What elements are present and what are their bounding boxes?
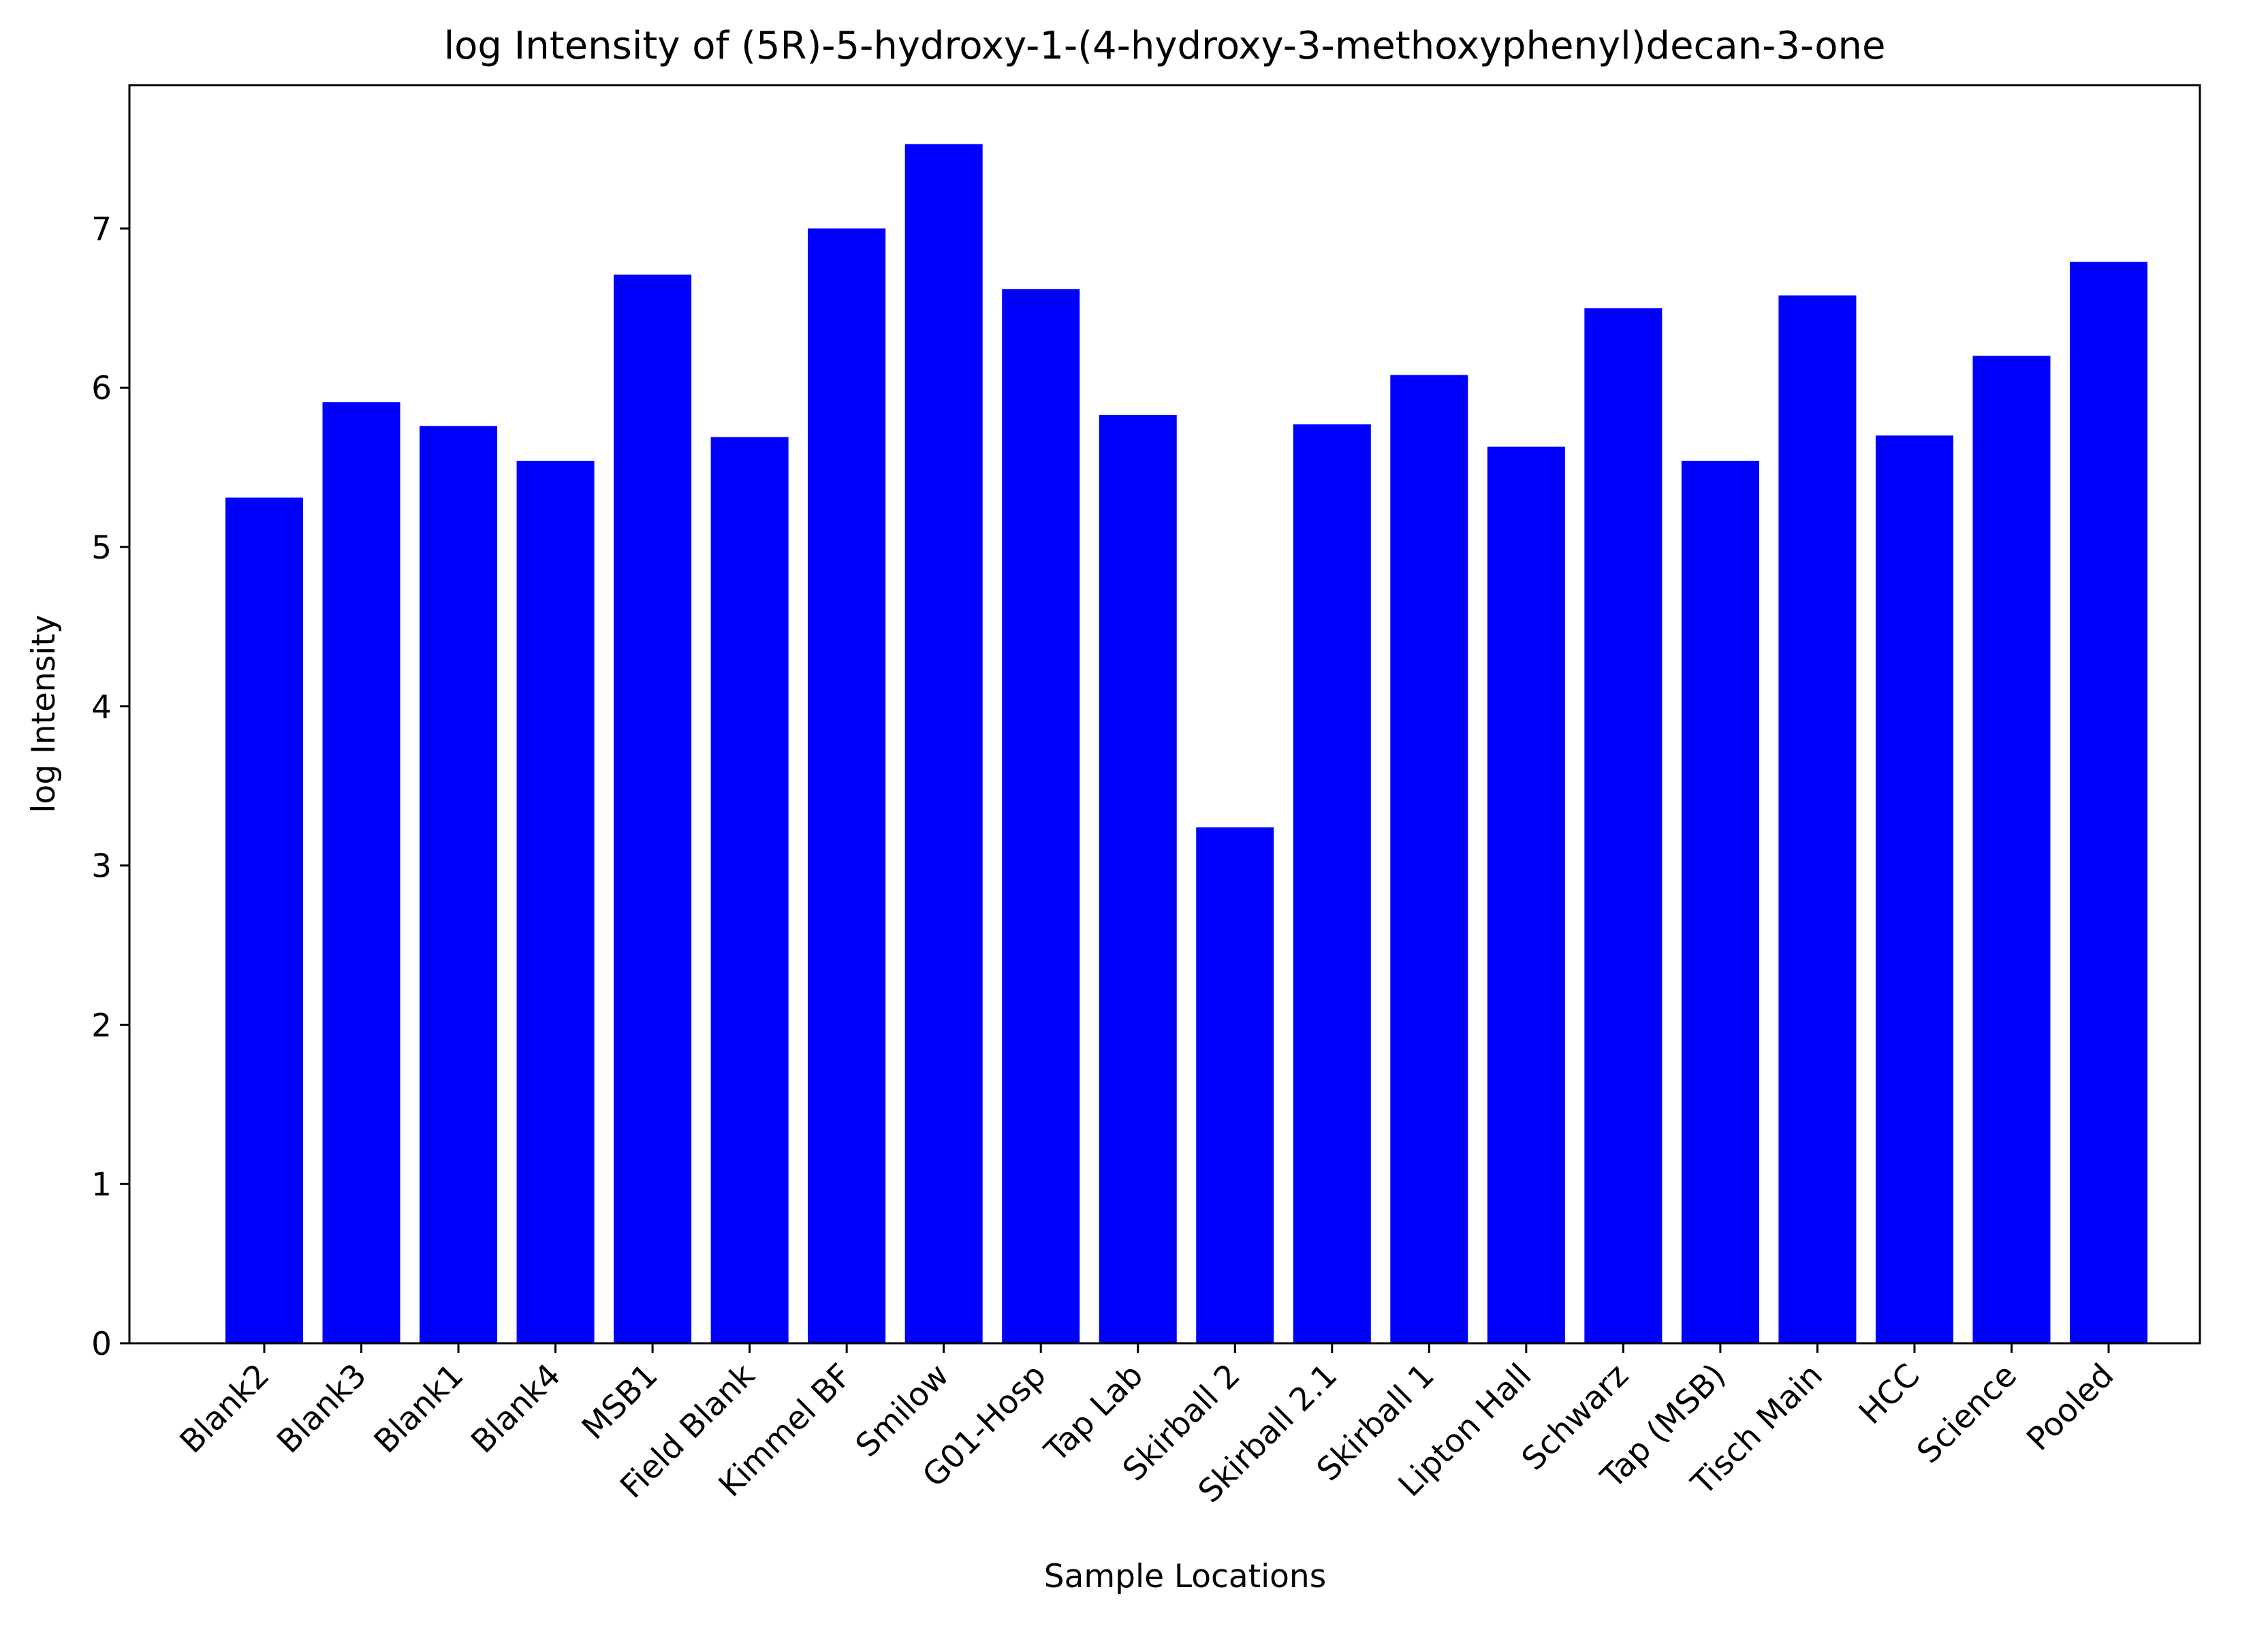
bar-4 bbox=[614, 275, 692, 1343]
y-tick-label: 5 bbox=[91, 529, 112, 567]
bar-1 bbox=[322, 402, 400, 1343]
bar-0 bbox=[225, 497, 304, 1344]
y-tick-label: 3 bbox=[91, 848, 112, 886]
bar-9 bbox=[1099, 414, 1177, 1344]
bars-group bbox=[225, 144, 2148, 1344]
bar-8 bbox=[1002, 289, 1080, 1344]
plot-frame bbox=[128, 84, 2201, 1345]
y-axis-label: log Intensity bbox=[25, 614, 63, 813]
bar-17 bbox=[1875, 435, 1953, 1343]
bar-19 bbox=[2069, 262, 2148, 1344]
bar-16 bbox=[1778, 295, 1857, 1343]
y-tick-label: 2 bbox=[91, 1007, 112, 1044]
bar-12 bbox=[1390, 375, 1468, 1343]
y-tick-label: 0 bbox=[91, 1326, 112, 1363]
bar-14 bbox=[1584, 308, 1663, 1344]
bar-7 bbox=[904, 144, 983, 1343]
y-tick-label: 4 bbox=[91, 689, 112, 726]
bar-11 bbox=[1293, 424, 1371, 1344]
y-tick-label: 6 bbox=[91, 370, 112, 407]
bar-10 bbox=[1196, 827, 1274, 1343]
bar-5 bbox=[710, 437, 789, 1343]
chart-title: log Intensity of (5R)-5-hydroxy-1-(4-hyd… bbox=[444, 24, 1886, 68]
x-axis-label: Sample Locations bbox=[1044, 1558, 1326, 1595]
bar-15 bbox=[1681, 460, 1759, 1344]
bar-18 bbox=[1972, 356, 2051, 1343]
bar-6 bbox=[808, 228, 886, 1343]
y-tick-label: 7 bbox=[91, 210, 112, 248]
bar-2 bbox=[420, 426, 498, 1343]
y-tick-label: 1 bbox=[91, 1166, 112, 1204]
y-axis-ticks: 0 1 2 3 4 5 6 7 bbox=[91, 210, 129, 1363]
bar-13 bbox=[1487, 446, 1565, 1344]
bar-3 bbox=[516, 460, 595, 1344]
